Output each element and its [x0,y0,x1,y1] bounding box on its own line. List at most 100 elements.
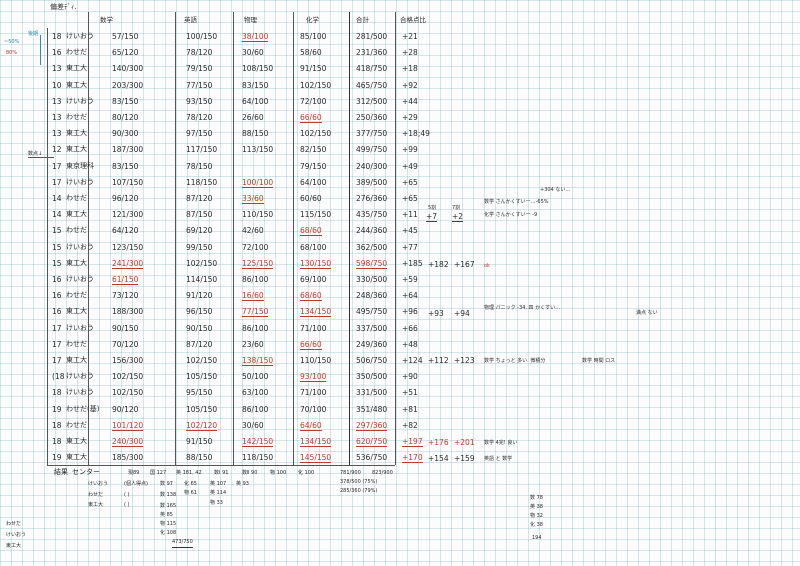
cell-n: 13 [52,129,62,139]
cell-n: 16 [52,307,62,317]
cell-school: わせだ [66,291,87,300]
cell-total: 506/750 [356,356,388,365]
row-mark-label: 数点↓ [28,151,43,157]
cell-chem: 85/100 [300,32,327,41]
br-2: 物 32 [530,513,543,519]
center-item-4: 数Ⅱ 90 [242,470,258,476]
cell-school: けいおう [66,32,94,40]
cell-math: 90/120 [112,404,139,414]
cell-math: 123/150 [112,242,144,252]
cell-chem: 134/150 [300,307,332,318]
cell-math: 64/120 [112,226,139,236]
cell-eng: 78/120 [186,48,213,58]
cell-school: 東工大 [66,210,87,219]
cell-n: 18 [52,420,62,430]
cell-total: 250/360 [356,113,388,122]
cell-phys: 108/150 [242,64,274,74]
cell-math: 90/300 [112,129,139,139]
divider-chem [349,12,351,465]
note-r26-1: 英語 と 数学 [484,456,513,462]
cell-diff: +28 [402,48,418,58]
cell-diff: +77 [402,242,418,252]
cell-math: 96/120 [112,194,139,203]
note-r26-a: +154 [428,454,449,463]
todai-score-1: 英 85 [160,512,173,518]
cell-total: 297/360 [356,420,388,431]
keio-item-5: 英 114 [210,490,227,496]
cell-math: 107/150 [112,177,144,187]
keio-item-0: (個人得点) [124,481,148,487]
cell-diff: +99 [402,145,418,155]
cell-phys: 30/60 [242,48,264,58]
cell-eng: 78/120 [186,113,213,122]
note-top: +304 ない… [540,187,571,193]
cell-phys: 63/100 [242,388,269,398]
center-item-0: 現89 [128,470,140,476]
cell-math: 83/150 [112,96,139,106]
cell-chem: 72/100 [300,96,327,106]
note-r11-a: +7 [426,212,438,222]
cell-school: わせだ [66,226,87,235]
cell-phys: 72/100 [242,242,269,252]
cell-school: けいおう [66,242,94,251]
cell-math: 156/300 [112,356,144,365]
cell-math: 187/300 [112,145,144,155]
cell-phys: 88/150 [242,129,269,139]
margin-label-later: 後期 [28,31,39,37]
divider-n [47,28,48,465]
cell-eng: 90/150 [186,323,213,333]
cell-eng: 69/120 [186,226,213,236]
cell-chem: 64/60 [300,420,322,431]
cell-diff: +92 [402,80,418,90]
cell-math: 185/300 [112,453,144,463]
cell-phys: 83/150 [242,80,269,90]
cell-diff: +11 [402,210,418,220]
divider-total [395,12,396,465]
cell-n: 13 [52,96,62,106]
cell-chem: 115/150 [300,210,332,220]
cell-diff: +18;49 [402,129,430,139]
cell-chem: 134/150 [300,437,332,447]
cell-n: 15 [52,226,62,236]
cell-phys: 23/60 [242,339,264,349]
divider-eng [233,12,234,465]
cell-eng: 93/150 [186,96,213,106]
cell-diff: +21 [402,32,418,41]
cell-eng: 91/150 [186,437,213,446]
cell-n: 14 [52,210,62,220]
cell-eng: 91/120 [186,291,213,301]
todai-score-2: 物 115 [160,521,177,527]
cell-diff: +82 [402,420,418,430]
cell-total: 351/480 [356,404,388,414]
cell-math: 101/120 [112,420,144,431]
cell-school: 東工大 [66,258,87,267]
cell-total: 495/750 [356,307,388,317]
cell-math: 241/300 [112,258,144,269]
cell-chem: 66/60 [300,339,322,350]
note-r25-b: +201 [454,438,475,447]
cell-eng: 79/150 [186,64,213,74]
note-r11-b: +2 [452,212,464,222]
cell-chem: 145/150 [300,453,332,464]
cell-n: 16 [52,291,62,301]
cell-diff: +59 [402,275,418,284]
cell-eng: 117/150 [186,145,218,155]
cell-math: 57/150 [112,32,139,41]
cell-total: 312/500 [356,96,388,106]
cell-school: けいおう [66,275,94,283]
br-1: 英 38 [530,504,543,510]
note-r14-b: +167 [454,260,475,269]
cell-chem: 93/100 [300,372,327,383]
cell-chem: 91/150 [300,64,327,74]
cell-eng: 87/150 [186,210,213,220]
cell-school: けいおう [66,372,94,381]
cell-n: 15 [52,242,62,252]
cell-diff: +18 [402,64,418,74]
cell-eng: 105/150 [186,404,218,414]
margin-rate-1: ~50% [4,39,20,45]
keio-item-6: 英 93 [236,481,249,487]
cell-math: 83/150 [112,161,139,171]
cell-total: 249/360 [356,339,388,349]
cell-chem: 58/60 [300,48,322,58]
waseda-item-0: ( ) [124,492,130,498]
